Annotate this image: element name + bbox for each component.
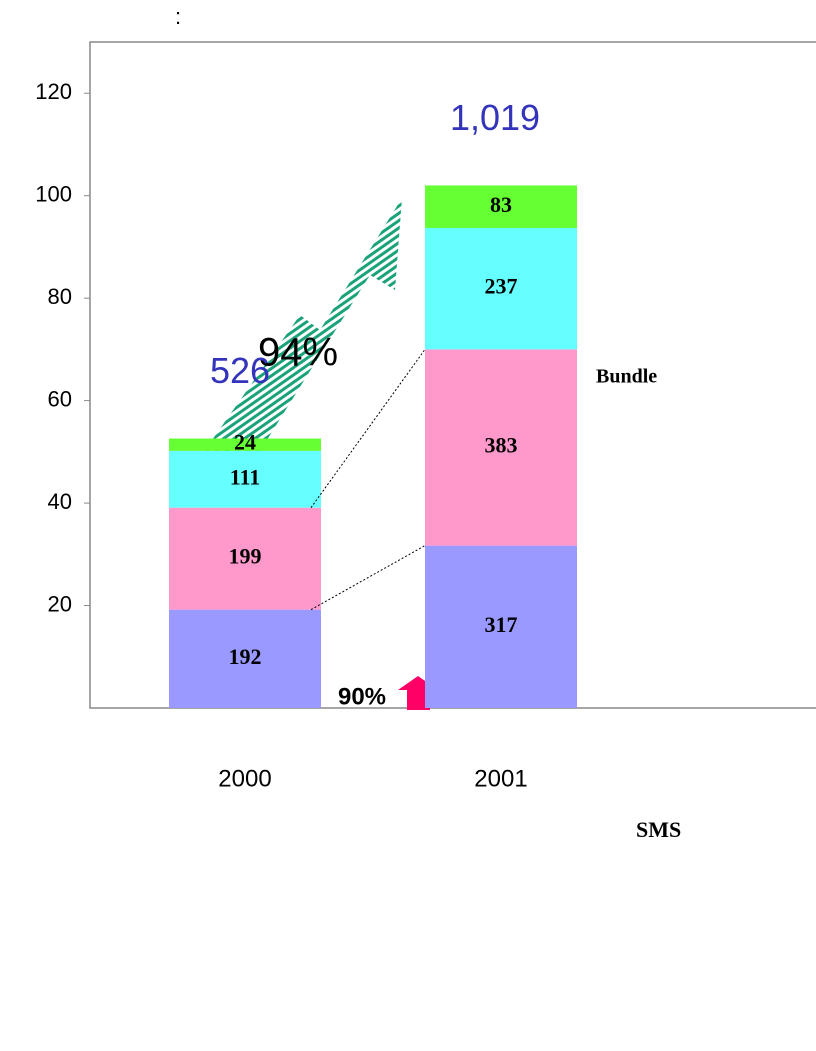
x-tick-label: 2001	[474, 765, 527, 792]
data-label: 24	[234, 430, 256, 455]
bar-segment	[169, 609, 321, 708]
connector	[310, 545, 426, 611]
legend-label: SMS	[636, 817, 681, 842]
y-tick-label: 20	[48, 591, 72, 616]
y-tick-label: 100	[35, 182, 72, 207]
data-label: 192	[229, 644, 262, 669]
data-label: 317	[485, 612, 518, 637]
data-label: 111	[230, 464, 261, 489]
y-tick-label: 120	[35, 79, 72, 104]
sms-growth-label: 90%	[338, 683, 386, 710]
y-tick-label: 60	[48, 386, 72, 411]
connector	[310, 349, 426, 508]
bar-segment	[169, 507, 321, 610]
data-label: 83	[490, 192, 512, 217]
total-label: 526	[210, 350, 270, 391]
chart-title: :	[175, 4, 181, 29]
growth-arrow	[205, 198, 402, 475]
bar-segment	[425, 185, 577, 228]
y-tick-label: 80	[48, 284, 72, 309]
total-label: 1,019	[450, 97, 540, 138]
bar-segment	[169, 438, 321, 451]
bar-segment	[425, 545, 577, 708]
data-label: 237	[485, 274, 518, 299]
x-tick-label: 2000	[218, 765, 271, 792]
bar-segment	[425, 349, 577, 546]
legend-label: Bundle	[596, 366, 657, 388]
data-label: 199	[229, 544, 262, 569]
data-label: 383	[485, 433, 518, 458]
bar-segment	[425, 227, 577, 350]
y-tick-label: 40	[48, 489, 72, 514]
bar-segment	[169, 450, 321, 508]
growth-label: 94%	[258, 331, 338, 375]
